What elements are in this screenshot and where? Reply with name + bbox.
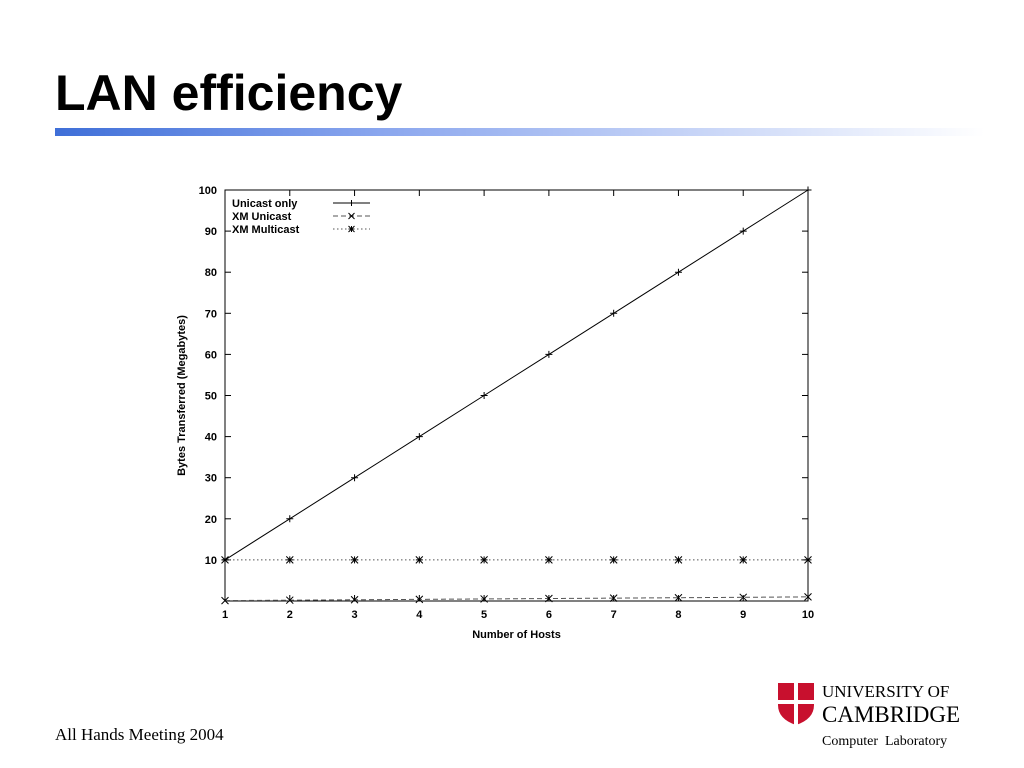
data-point [609,594,618,602]
x-tick-label: 7 [611,609,617,621]
data-point [804,186,812,194]
data-point [739,593,748,602]
data-point [804,556,812,564]
slide-title: LAN efficiency [55,65,403,121]
legend-label: Unicast only [232,198,298,210]
data-point [285,596,294,605]
data-point [351,474,359,482]
data-point [739,227,747,235]
data-point [480,392,488,399]
data-point [286,515,294,523]
y-tick-label: 50 [205,391,217,403]
chart: 10 20 30 40 50 60 70 80 90 100 1 2 3 4 5 6 7 8 9 10 Number o… [176,185,814,641]
x-tick-label: 10 [802,609,814,621]
title-underline [55,128,985,136]
y-tick-label: 30 [205,473,217,485]
x-tick-label: 9 [740,609,746,621]
logo-shield [778,683,814,725]
y-tick-label: 90 [205,226,217,238]
y-tick-label: 60 [205,349,217,361]
data-point [415,556,424,564]
logo-text: CAMBRIDGE [822,702,960,727]
footer: All Hands Meeting 2004 [55,725,224,744]
data-point [545,556,553,564]
y-tick-label: 10 [205,555,217,567]
x-tick-label: 8 [675,609,681,621]
data-point [350,556,359,564]
data-point [609,556,618,564]
data-point [545,350,553,358]
y-axis-label: Bytes Transferred (Megabytes) [176,315,188,476]
data-point [674,268,682,276]
x-axis-label: Number of Hosts [472,629,561,641]
y-tick-label: 70 [205,308,217,320]
data-point [804,593,812,601]
data-point [415,595,424,604]
x-tick-label: 4 [416,609,423,621]
legend-marker [348,212,355,220]
x-tick-label: 2 [287,609,293,621]
y-tick-label: 40 [205,432,217,444]
data-point [674,593,683,602]
x-tick-label: 5 [481,609,487,621]
logo-text: Computer Laboratory [822,734,947,749]
data-point [480,556,488,564]
y-tick-label: 80 [205,267,217,279]
data-point [350,595,359,604]
data-point [480,595,488,603]
series-line [224,596,809,602]
data-point [221,556,229,564]
x-tick-label: 6 [546,609,552,621]
data-point [285,556,294,564]
plot-frame [224,189,809,602]
y-tick-label: 100 [199,185,217,197]
data-point [221,596,229,605]
legend-label: XM Unicast [232,211,292,223]
data-point [610,309,618,317]
data-point [415,433,423,441]
y-tick-label: 20 [205,514,217,526]
legend-label: XM Multicast [232,224,300,236]
legend-marker [348,200,355,206]
data-point [674,556,683,564]
data-point [545,594,553,603]
legend-marker [348,225,355,233]
x-tick-label: 3 [351,609,357,621]
logo-text: UNIVERSITY OF [822,682,949,701]
data-point [739,556,748,564]
x-tick-label: 1 [222,609,228,621]
series-line [224,189,809,561]
